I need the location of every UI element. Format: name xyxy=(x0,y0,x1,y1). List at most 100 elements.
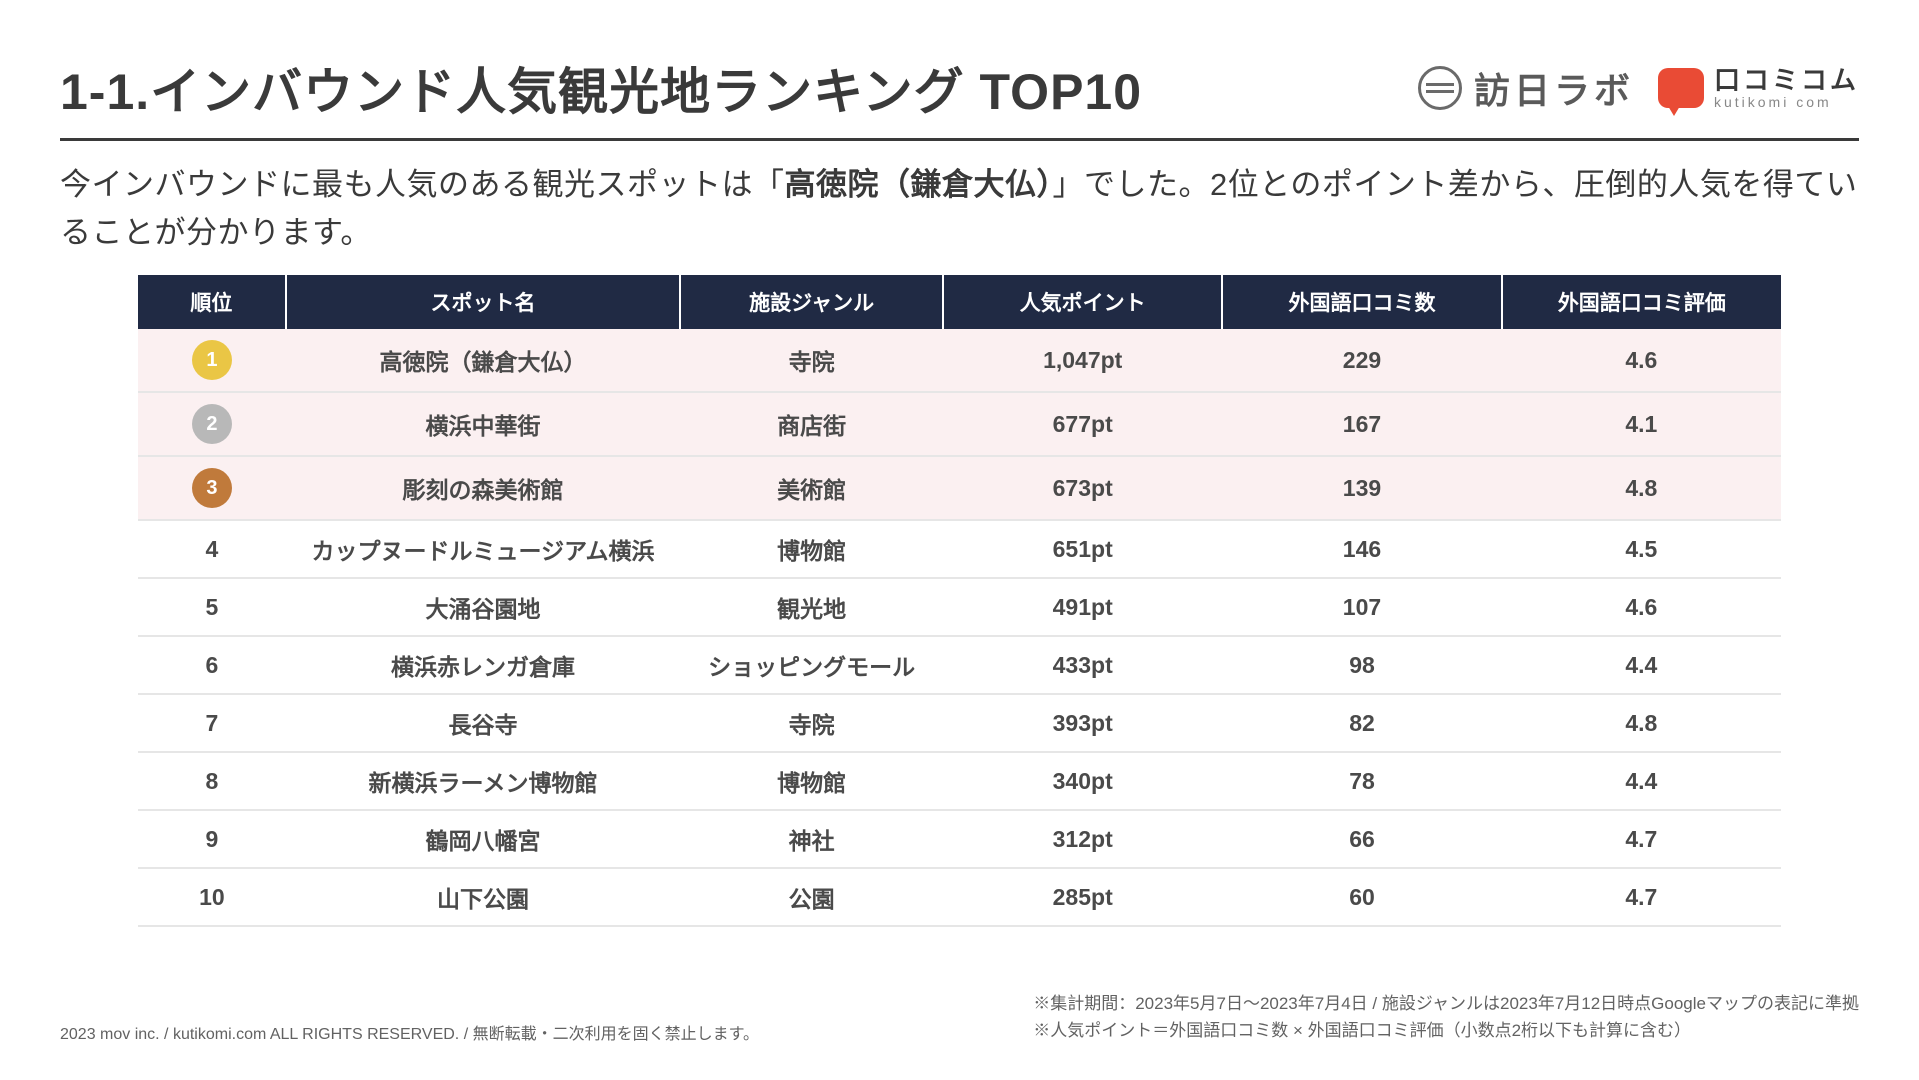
table-row: 3 彫刻の森美術館美術館673pt1394.8 xyxy=(138,456,1781,520)
cell-score: 4.8 xyxy=(1502,694,1781,752)
cell-reviews: 82 xyxy=(1222,694,1501,752)
cell-score: 4.1 xyxy=(1502,392,1781,456)
cell-score: 4.8 xyxy=(1502,456,1781,520)
cell-points: 312pt xyxy=(943,810,1222,868)
kutikomi-logo: 口コミコム kutikomi com xyxy=(1658,67,1859,109)
cell-spot: 横浜中華街 xyxy=(286,392,680,456)
rank-badge: 1 xyxy=(192,340,232,380)
slide-page: 1-1.インバウンド人気観光地ランキング TOP10 訪日ラボ 口コミコム ku… xyxy=(0,0,1919,1080)
table-row: 4カップヌードルミュージアム横浜博物館651pt1464.5 xyxy=(138,520,1781,578)
rank-badge: 3 xyxy=(192,468,232,508)
cell-genre: 観光地 xyxy=(680,578,943,636)
cell-genre: 博物館 xyxy=(680,520,943,578)
lead-pre: 今インバウンドに最も人気のある観光スポットは「 xyxy=(60,167,785,202)
cell-rank: 1 xyxy=(138,329,286,392)
cell-reviews: 66 xyxy=(1222,810,1501,868)
table-row: 1 高徳院（鎌倉大仏）寺院1,047pt2294.6 xyxy=(138,329,1781,392)
cell-spot: カップヌードルミュージアム横浜 xyxy=(286,520,680,578)
cell-spot: 大涌谷園地 xyxy=(286,578,680,636)
footnotes: ※集計期間：2023年5月7日〜2023年7月4日 / 施設ジャンルは2023年… xyxy=(1033,990,1859,1044)
cell-reviews: 167 xyxy=(1222,392,1501,456)
table-row: 9鶴岡八幡宮神社312pt664.7 xyxy=(138,810,1781,868)
cell-genre: 博物館 xyxy=(680,752,943,810)
footer: 2023 mov inc. / kutikomi.com ALL RIGHTS … xyxy=(60,990,1859,1044)
cell-genre: 寺院 xyxy=(680,329,943,392)
footnote-1: ※集計期間：2023年5月7日〜2023年7月4日 / 施設ジャンルは2023年… xyxy=(1033,990,1859,1017)
table-head: 順位 スポット名 施設ジャンル 人気ポイント 外国語口コミ数 外国語口コミ評価 xyxy=(138,275,1781,329)
honichi-logo: 訪日ラボ xyxy=(1418,62,1634,114)
cell-genre: 美術館 xyxy=(680,456,943,520)
cell-points: 677pt xyxy=(943,392,1222,456)
cell-points: 1,047pt xyxy=(943,329,1222,392)
cell-rank: 6 xyxy=(138,636,286,694)
cell-reviews: 78 xyxy=(1222,752,1501,810)
table-body: 1高徳院（鎌倉大仏）寺院1,047pt2294.62横浜中華街商店街677pt1… xyxy=(138,329,1781,926)
cell-spot: 山下公園 xyxy=(286,868,680,926)
logo-group: 訪日ラボ 口コミコム kutikomi com xyxy=(1418,62,1859,114)
table-row: 10山下公園公園285pt604.7 xyxy=(138,868,1781,926)
lead-bold: 高徳院（鎌倉大仏） xyxy=(785,167,1053,202)
cell-rank: 3 xyxy=(138,456,286,520)
cell-reviews: 60 xyxy=(1222,868,1501,926)
table-row: 5大涌谷園地観光地491pt1074.6 xyxy=(138,578,1781,636)
cell-score: 4.5 xyxy=(1502,520,1781,578)
cell-points: 433pt xyxy=(943,636,1222,694)
cell-points: 340pt xyxy=(943,752,1222,810)
title-divider xyxy=(60,138,1859,141)
cell-rank: 2 xyxy=(138,392,286,456)
cell-points: 673pt xyxy=(943,456,1222,520)
honichi-label: 訪日ラボ xyxy=(1474,62,1634,114)
kutikomi-en: kutikomi com xyxy=(1714,95,1859,109)
table-row: 8新横浜ラーメン博物館博物館340pt784.4 xyxy=(138,752,1781,810)
cell-rank: 7 xyxy=(138,694,286,752)
page-title: 1-1.インバウンド人気観光地ランキング TOP10 xyxy=(60,52,1142,124)
cell-rank: 10 xyxy=(138,868,286,926)
cell-rank: 5 xyxy=(138,578,286,636)
cell-points: 393pt xyxy=(943,694,1222,752)
th-rank: 順位 xyxy=(138,275,286,329)
cell-genre: ショッピングモール xyxy=(680,636,943,694)
lead-text: 今インバウンドに最も人気のある観光スポットは「高徳院（鎌倉大仏）」でした。2位と… xyxy=(60,161,1859,257)
cell-genre: 神社 xyxy=(680,810,943,868)
cell-spot: 彫刻の森美術館 xyxy=(286,456,680,520)
cell-spot: 横浜赤レンガ倉庫 xyxy=(286,636,680,694)
cell-spot: 高徳院（鎌倉大仏） xyxy=(286,329,680,392)
cell-points: 285pt xyxy=(943,868,1222,926)
cell-genre: 公園 xyxy=(680,868,943,926)
cell-score: 4.7 xyxy=(1502,810,1781,868)
cell-points: 651pt xyxy=(943,520,1222,578)
kutikomi-jp: 口コミコム xyxy=(1714,67,1859,93)
cell-reviews: 146 xyxy=(1222,520,1501,578)
cell-genre: 商店街 xyxy=(680,392,943,456)
th-reviews: 外国語口コミ数 xyxy=(1222,275,1501,329)
footnote-2: ※人気ポイント＝外国語口コミ数 × 外国語口コミ評価（小数点2桁以下も計算に含む… xyxy=(1033,1017,1859,1044)
honichi-icon xyxy=(1418,66,1462,110)
cell-reviews: 139 xyxy=(1222,456,1501,520)
th-score: 外国語口コミ評価 xyxy=(1502,275,1781,329)
kutikomi-text: 口コミコム kutikomi com xyxy=(1714,67,1859,109)
cell-genre: 寺院 xyxy=(680,694,943,752)
kutikomi-icon xyxy=(1658,68,1704,108)
cell-reviews: 98 xyxy=(1222,636,1501,694)
cell-spot: 鶴岡八幡宮 xyxy=(286,810,680,868)
header-row: 1-1.インバウンド人気観光地ランキング TOP10 訪日ラボ 口コミコム ku… xyxy=(60,52,1859,124)
copyright: 2023 mov inc. / kutikomi.com ALL RIGHTS … xyxy=(60,1020,759,1044)
th-points: 人気ポイント xyxy=(943,275,1222,329)
rank-badge: 2 xyxy=(192,404,232,444)
cell-spot: 長谷寺 xyxy=(286,694,680,752)
cell-rank: 9 xyxy=(138,810,286,868)
th-genre: 施設ジャンル xyxy=(680,275,943,329)
table-row: 2 横浜中華街商店街677pt1674.1 xyxy=(138,392,1781,456)
table-row: 6横浜赤レンガ倉庫ショッピングモール433pt984.4 xyxy=(138,636,1781,694)
cell-reviews: 229 xyxy=(1222,329,1501,392)
th-spot: スポット名 xyxy=(286,275,680,329)
cell-score: 4.6 xyxy=(1502,329,1781,392)
cell-score: 4.6 xyxy=(1502,578,1781,636)
cell-score: 4.4 xyxy=(1502,752,1781,810)
cell-score: 4.7 xyxy=(1502,868,1781,926)
table-wrap: 順位 スポット名 施設ジャンル 人気ポイント 外国語口コミ数 外国語口コミ評価 … xyxy=(60,275,1859,927)
cell-rank: 8 xyxy=(138,752,286,810)
cell-reviews: 107 xyxy=(1222,578,1501,636)
cell-points: 491pt xyxy=(943,578,1222,636)
cell-score: 4.4 xyxy=(1502,636,1781,694)
